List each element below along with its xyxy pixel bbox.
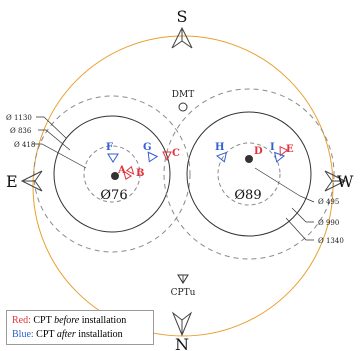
cptu-label: CPTu [171, 288, 196, 298]
dmt-label: DMT [172, 90, 194, 100]
cpt-point-h: H [215, 142, 224, 153]
triangle-icon [279, 145, 289, 157]
compass-east-label: E [6, 172, 18, 191]
right-ring-495 [217, 142, 281, 206]
triangle-icon [162, 151, 172, 162]
compass-arrow-icon [324, 170, 347, 192]
leader-418 [32, 143, 87, 169]
leader-495 [254, 167, 315, 203]
cpt-point-d: D [254, 146, 263, 157]
compass-north: N [171, 311, 193, 351]
leader-836 [38, 129, 71, 151]
left-dimension-labels: Ø 1130 Ø 836 Ø 418 [6, 114, 35, 149]
leader-1130 [36, 116, 67, 139]
dim-label-836: Ø 836 [10, 127, 32, 135]
legend-after-row: Blue: CPT after installation [12, 328, 148, 342]
cpt-after-points: F G H I [106, 142, 275, 153]
left-ring-1130 [33, 95, 191, 253]
triangle-icon [147, 151, 159, 163]
right-leader-lines [254, 167, 315, 241]
leader-1340 [285, 217, 314, 241]
compass-west-label: W [337, 172, 354, 191]
cpt-point-c: C [172, 148, 180, 159]
dim-label-495: Ø 495 [318, 198, 339, 206]
triangle-icon [107, 153, 119, 163]
left-leader-lines [32, 116, 87, 169]
pile-right-diameter: Ø89 [234, 188, 261, 203]
triangle-icon [122, 170, 133, 180]
left-pile-rings [33, 95, 191, 253]
dim-label-1130: Ø 1130 [6, 114, 32, 122]
cpt-before-triangles [122, 145, 289, 180]
cptu-marker: CPTu [171, 274, 196, 298]
cpt-point-b: B [136, 168, 144, 179]
compass-west: W [324, 170, 354, 192]
triangle-icon [125, 165, 135, 176]
dmt-circle-icon [178, 102, 188, 112]
pile-left-diameter: Ø76 [100, 188, 127, 203]
right-ring-1340 [163, 88, 335, 260]
right-dimension-labels: Ø 495 Ø 990 Ø 1340 [318, 198, 344, 245]
right-pile-rings [163, 88, 335, 260]
triangle-icon [215, 151, 228, 163]
cpt-point-f: F [106, 142, 113, 153]
legend-blue-emph: after [56, 329, 76, 340]
legend-red-text-2: installation [81, 315, 127, 326]
dim-label-418: Ø 418 [14, 141, 35, 149]
compass-south: S [171, 7, 193, 49]
dmt-marker: DMT [172, 90, 194, 112]
dim-label-1340: Ø 1340 [318, 237, 344, 245]
legend-red-emph: before [54, 315, 80, 326]
dim-label-990: Ø 990 [318, 219, 339, 227]
legend-blue-text-2: installation [78, 329, 123, 340]
legend-blue-text-1: CPT [36, 329, 55, 340]
legend-red-key: Red: [12, 315, 31, 326]
triangle-icon [273, 151, 286, 163]
left-ring-836 [53, 115, 171, 233]
right-pile [245, 155, 253, 163]
legend: Red: CPT before installation Blue: CPT a… [6, 310, 154, 345]
legend-red-text-1: CPT [33, 315, 52, 326]
left-ring-418 [83, 145, 141, 203]
cpt-after-triangles [107, 151, 286, 163]
cpt-before-points: A B C D E [117, 144, 294, 179]
cpt-point-i: I [270, 142, 275, 153]
cpt-point-g: G [143, 142, 152, 153]
compass-north-label: N [175, 335, 189, 351]
compass-south-label: S [177, 7, 188, 26]
compass-east: E [6, 170, 43, 192]
cpt-point-a: A [117, 165, 126, 176]
cpt-point-e: E [286, 144, 294, 155]
compass-arrow-icon [171, 311, 193, 337]
leader-990 [291, 207, 314, 223]
right-ring-990 [186, 111, 312, 237]
left-pile [111, 172, 119, 180]
legend-blue-key: Blue: [12, 329, 34, 340]
legend-before-row: Red: CPT before installation [12, 314, 148, 328]
